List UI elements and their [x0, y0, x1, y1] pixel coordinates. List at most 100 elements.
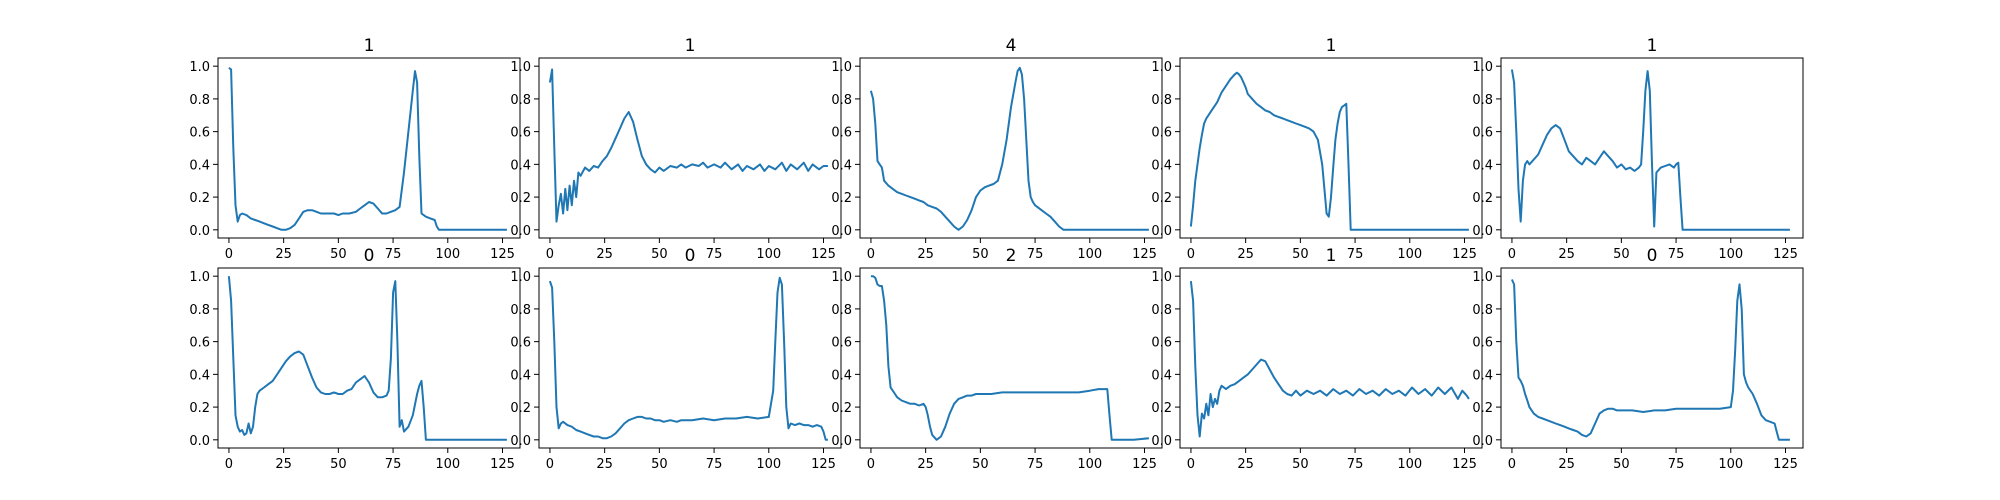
x-tick-label: 125: [811, 457, 836, 472]
subplot-title: 1: [1326, 246, 1337, 266]
y-tick-label: 0.6: [1151, 336, 1172, 351]
series-line: [548, 68, 828, 223]
y-tick-label: 0.6: [1151, 126, 1172, 141]
x-tick-label: 25: [275, 247, 292, 262]
x-tick-label: 75: [385, 247, 402, 262]
x-tick-label: 125: [490, 457, 515, 472]
y-tick-label: 0.8: [1151, 303, 1172, 318]
x-tick-label: 75: [1347, 457, 1364, 472]
axes-frame: [538, 57, 842, 239]
y-tick-label: 1.0: [189, 270, 210, 285]
subplot: 1 0 25 50 75 100 125 0.0 0.2 0.4 0.6 0.8 1.0: [189, 36, 521, 262]
y-tick-label: 0.2: [1151, 401, 1172, 416]
y-tick-label: 0.2: [510, 401, 531, 416]
x-tick-label: 75: [1027, 457, 1044, 472]
y-tick-label: 0.2: [831, 191, 852, 206]
series-line: [548, 276, 828, 441]
y-tick-label: 0.4: [1151, 368, 1172, 383]
x-tick-label: 50: [651, 457, 668, 472]
axes-frame: [859, 57, 1163, 239]
y-tick-label: 1.0: [510, 60, 531, 75]
x-tick-label: 100: [756, 457, 781, 472]
subplot: 0 0 25 50 75 100 125 0.0 0.2 0.4 0.6 0.8 1.0: [1472, 246, 1804, 472]
y-tick-label: 0.2: [831, 401, 852, 416]
x-tick-label: 125: [490, 247, 515, 262]
axes-frame: [217, 57, 521, 239]
series-line: [228, 67, 507, 231]
x-tick-label: 0: [1508, 247, 1516, 262]
y-tick-label: 0.4: [189, 368, 210, 383]
y-tick-label: 0.4: [1472, 368, 1493, 383]
y-tick-label: 0.8: [1151, 93, 1172, 108]
x-tick-label: 125: [1132, 247, 1157, 262]
y-tick-label: 0.0: [189, 434, 210, 449]
x-tick-label: 125: [1773, 457, 1798, 472]
x-tick-label: 0: [1187, 247, 1195, 262]
subplot: 1 0 25 50 75 100 125 0.0 0.2 0.4 0.6 0.8 1.0: [1151, 246, 1483, 472]
x-tick-label: 0: [1508, 457, 1516, 472]
y-tick-label: 0.4: [189, 158, 210, 173]
series-line: [1510, 69, 1790, 231]
x-tick-label: 25: [1558, 247, 1575, 262]
x-tick-label: 0: [225, 457, 233, 472]
subplot-title: 1: [1326, 36, 1337, 56]
x-tick-label: 50: [1613, 247, 1630, 262]
axes-frame: [538, 267, 842, 449]
y-tick-label: 0.4: [1151, 158, 1172, 173]
axes-frame: [217, 267, 521, 449]
subplot-title: 1: [685, 36, 696, 56]
y-tick-label: 0.8: [189, 93, 210, 108]
subplot-title: 0: [1647, 246, 1658, 266]
y-tick-label: 0.2: [510, 191, 531, 206]
y-tick-label: 0.8: [189, 303, 210, 318]
y-tick-label: 1.0: [1151, 270, 1172, 285]
y-tick-label: 0.2: [1151, 191, 1172, 206]
x-tick-label: 75: [1668, 457, 1685, 472]
y-tick-label: 0.0: [1151, 434, 1172, 449]
x-tick-label: 0: [546, 457, 554, 472]
y-tick-label: 0.2: [189, 191, 210, 206]
y-tick-label: 0.0: [189, 224, 210, 239]
subplot: 1 0 25 50 75 100 125 0.0 0.2 0.4 0.6 0.8 1.0: [510, 36, 842, 262]
y-tick-label: 0.6: [831, 126, 852, 141]
x-tick-label: 100: [756, 247, 781, 262]
y-tick-label: 0.0: [510, 224, 531, 239]
y-tick-label: 0.0: [1472, 224, 1493, 239]
x-tick-label: 50: [1292, 457, 1309, 472]
series-line: [1510, 279, 1790, 441]
x-tick-label: 50: [330, 457, 347, 472]
x-tick-label: 100: [1077, 457, 1102, 472]
y-tick-label: 0.4: [510, 368, 531, 383]
y-tick-label: 0.8: [1472, 93, 1493, 108]
y-tick-label: 0.6: [510, 126, 531, 141]
y-tick-label: 0.8: [831, 303, 852, 318]
series-line: [1189, 71, 1469, 231]
x-tick-label: 75: [706, 247, 723, 262]
subplot: 1 0 25 50 75 100 125 0.0 0.2 0.4 0.6 0.8 1.0: [1151, 36, 1483, 262]
x-tick-label: 100: [435, 457, 460, 472]
x-tick-label: 100: [1397, 457, 1422, 472]
y-tick-label: 0.0: [510, 434, 531, 449]
x-tick-label: 50: [972, 247, 989, 262]
axes-frame: [1179, 57, 1483, 239]
x-tick-label: 100: [1718, 457, 1743, 472]
x-tick-label: 125: [1452, 247, 1477, 262]
y-tick-label: 1.0: [1151, 60, 1172, 75]
x-tick-label: 25: [1237, 457, 1254, 472]
axes-frame: [859, 267, 1163, 449]
x-tick-label: 0: [225, 247, 233, 262]
x-tick-label: 125: [1132, 457, 1157, 472]
x-tick-label: 50: [1292, 247, 1309, 262]
series-line: [870, 275, 1150, 441]
x-tick-label: 75: [1027, 247, 1044, 262]
x-tick-label: 50: [651, 247, 668, 262]
subplot: 0 0 25 50 75 100 125 0.0 0.2 0.4 0.6 0.8 1.0: [189, 246, 521, 472]
y-tick-label: 0.6: [1472, 336, 1493, 351]
y-tick-label: 0.0: [1151, 224, 1172, 239]
x-tick-label: 0: [546, 247, 554, 262]
x-tick-label: 25: [596, 457, 613, 472]
subplot-title: 0: [685, 246, 696, 266]
y-tick-label: 1.0: [189, 60, 210, 75]
x-tick-label: 50: [330, 247, 347, 262]
